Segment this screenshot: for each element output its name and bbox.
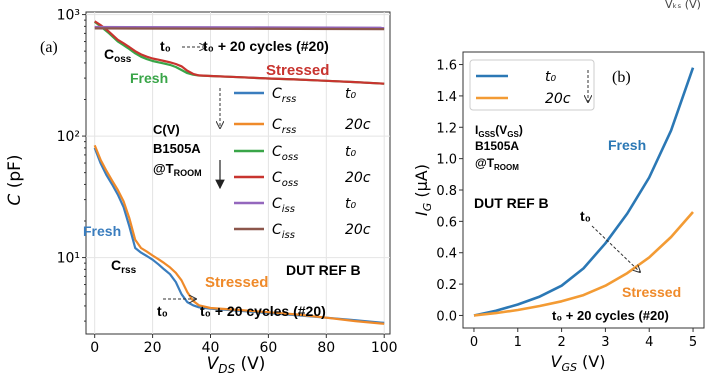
stressed-label-b: Stressed <box>622 284 681 300</box>
y-tick-label: 1.2 <box>436 121 457 136</box>
t0-bottom-label: t₀ <box>157 303 168 319</box>
x-tick-label: 4 <box>645 335 653 350</box>
t0-arrow-b <box>591 225 640 272</box>
x-tick-label: 3 <box>601 335 609 350</box>
legend-label: 20c <box>545 91 571 107</box>
t20-label-b: t₀ + 20 cycles (#20) <box>552 308 669 323</box>
ig-line-3: @TROOM <box>475 156 519 172</box>
series-line-5 <box>94 27 385 31</box>
x-tick-label: 100 <box>371 340 398 356</box>
legend-label: Coss <box>272 170 298 189</box>
legend-condition: 20c <box>345 170 371 186</box>
y-tick-label: 0.0 <box>436 309 457 324</box>
t20-top-label: t₀ + 20 cycles (#20) <box>203 38 329 54</box>
x-tick-label: 2 <box>557 335 565 350</box>
y-tick-label: 1.0 <box>436 153 457 168</box>
y-tick-label: 0.6 <box>436 215 457 230</box>
stressed-bottom-label: Stressed <box>205 274 268 291</box>
legend-label: Crss <box>272 86 296 105</box>
series-line-1 <box>93 144 385 325</box>
cv-line-2: B1505A <box>153 141 201 156</box>
panel-a-legend: Crss t₀ Crss 20c Coss t₀ Coss 20c Ciss t₀ Ciss 20c <box>234 86 371 241</box>
legend-label: Ciss <box>272 196 295 215</box>
x-tick-label: 5 <box>689 335 697 350</box>
x-tick-label: 20 <box>144 340 162 356</box>
panel-a-series <box>93 20 385 325</box>
legend-label: Ciss <box>272 222 295 241</box>
header-right-fragment: Vₖₛ (V) <box>665 0 701 11</box>
fresh-bottom-label: Fresh <box>83 223 121 239</box>
x-tick-label: 1 <box>514 335 522 350</box>
coss-label: Coss <box>104 46 132 65</box>
series-line-3 <box>94 20 385 85</box>
panel-b: Vₖₛ (V) 0 1 2 3 4 5 0.0 0.2 0.4 0.6 0.8 1.0 1.2 1.4 1.… <box>412 0 705 374</box>
legend-label: Coss <box>272 144 298 163</box>
legend-condition: t₀ <box>345 196 356 212</box>
panel-a-xlabel: VDS (V) <box>207 354 266 374</box>
t0-label-b: t₀ <box>580 208 591 224</box>
x-tick-label: 0 <box>470 335 478 350</box>
panel-b-legend-box <box>469 59 595 111</box>
panel-a-ticks: 0 20 40 60 80 100 10¹ 10² 10³ <box>57 8 398 356</box>
legend-condition: 20c <box>345 117 371 133</box>
panel-b-ticks: 0 1 2 3 4 5 0.0 0.2 0.4 0.6 0.8 1.0 1.2 1.4 1.6 <box>436 59 697 350</box>
panel-b-label: (b) <box>612 69 631 86</box>
legend-condition: 20c <box>345 222 371 238</box>
ig-line-2: B1505A <box>475 139 519 153</box>
y-tick-label: 0.4 <box>436 247 457 262</box>
panel-b-series <box>473 67 695 317</box>
legend-label: t₀ <box>545 69 556 85</box>
panel-b-legend: t₀ 20c <box>476 69 571 107</box>
series-line-1 <box>473 211 694 317</box>
cv-line-3: @TROOM <box>153 161 202 178</box>
panel-a: 0 20 40 60 80 100 10¹ 10² 10³ (a) C (pF) VDS (V)… <box>5 8 398 374</box>
legend-label: Crss <box>272 117 296 136</box>
fresh-top-label: Fresh <box>130 70 168 86</box>
crss-label: Crss <box>111 257 137 276</box>
y-tick-label: 10² <box>57 129 80 145</box>
t20-bottom-label: t₀ + 20 cycles (#20) <box>200 303 326 319</box>
series-line-0 <box>473 67 695 317</box>
x-tick-label: 40 <box>202 340 220 356</box>
x-tick-label: 60 <box>259 340 277 356</box>
ig-line-1: IGSS(VGS) <box>475 123 523 139</box>
x-tick-label: 80 <box>317 340 335 356</box>
y-tick-label: 10³ <box>57 8 80 24</box>
panel-b-xlabel: VGS (V) <box>551 352 606 374</box>
dut-label-b: DUT REF B <box>474 195 549 211</box>
legend-condition: t₀ <box>345 144 356 160</box>
stressed-top-label: Stressed <box>266 62 329 79</box>
x-tick-label: 0 <box>90 340 99 356</box>
y-tick-label: 0.2 <box>436 278 457 293</box>
y-tick-label: 0.8 <box>436 184 457 199</box>
dut-label-a: DUT REF B <box>286 262 361 278</box>
y-tick-label: 1.4 <box>436 90 457 105</box>
y-tick-label: 1.6 <box>436 59 457 74</box>
svg-text:C (pF): C (pF) <box>5 154 25 205</box>
cv-line-1: C(V) <box>153 122 180 137</box>
series-line-4 <box>94 25 385 29</box>
panel-b-ylabel: IG (μA) <box>412 164 434 216</box>
panel-a-grid <box>86 12 390 334</box>
panel-a-ylabel: C (pF) <box>5 154 25 205</box>
series-line-0 <box>93 147 385 324</box>
t0-top-label: t₀ <box>160 38 171 54</box>
legend-condition: t₀ <box>345 86 356 102</box>
y-tick-label: 10¹ <box>57 251 80 267</box>
fresh-label-b: Fresh <box>608 137 646 153</box>
panel-a-label: (a) <box>40 39 58 56</box>
svg-text:IG (μA): IG (μA) <box>412 164 434 216</box>
